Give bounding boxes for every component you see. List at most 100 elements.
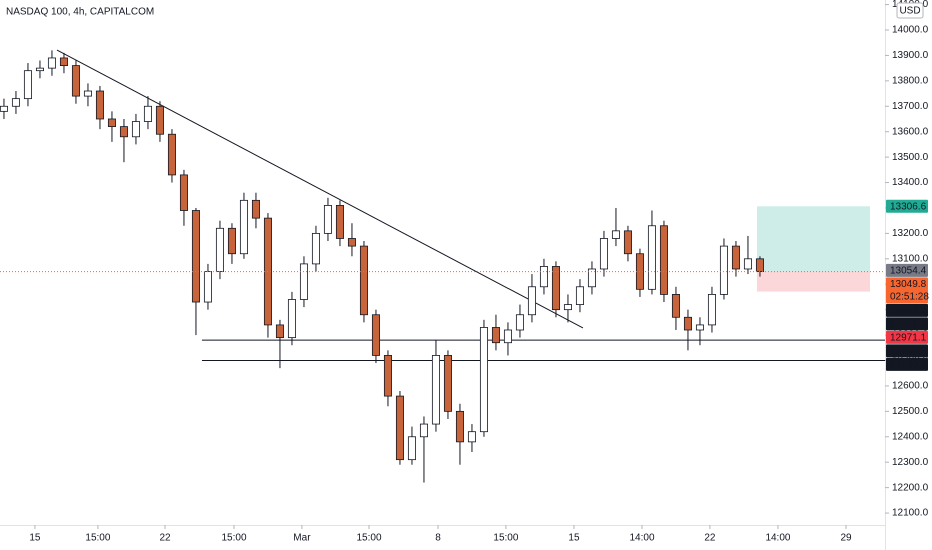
candle-body [347, 238, 356, 247]
candle-body [131, 121, 140, 138]
x-tick-label: 14:00 [765, 533, 790, 544]
plot-area [0, 49, 885, 483]
y-tick-label: 12300.0 [892, 457, 929, 468]
price-label: 13021.1 [890, 319, 927, 330]
y-tick-label: 13900.0 [892, 50, 929, 61]
currency-badge[interactable] [896, 2, 924, 19]
candle-body [599, 238, 608, 270]
candle-body [707, 294, 716, 326]
candle-body [563, 304, 572, 311]
x-tick-label: 15:00 [493, 533, 518, 544]
x-tick-label: 14:00 [629, 533, 654, 544]
candle-body [419, 423, 428, 438]
price-label-box [886, 277, 928, 304]
candle-body [683, 316, 692, 331]
candle-body [527, 286, 536, 316]
candle-body [35, 67, 44, 72]
x-tick-label: 15:00 [221, 533, 246, 544]
candle-body [539, 266, 548, 288]
y-tick-label: 12500.0 [892, 406, 929, 417]
candle-body [587, 268, 596, 288]
candle-body [479, 327, 488, 433]
candle-body [215, 227, 224, 272]
position-target-zone [756, 206, 870, 272]
candle-body [83, 90, 92, 97]
candle-body [659, 225, 668, 295]
candle-body [287, 299, 296, 339]
x-tick-label: 15:00 [85, 533, 110, 544]
candle-body [47, 57, 56, 69]
currency-label[interactable]: USD [899, 6, 920, 17]
candle-body [383, 355, 392, 397]
candle-body [503, 329, 512, 344]
candle-body [731, 245, 740, 270]
y-tick-label: 13200.0 [892, 228, 929, 239]
candle-body [107, 118, 116, 128]
candle-body [95, 90, 104, 120]
candle-body [59, 57, 68, 66]
candle-body [491, 327, 500, 344]
candle-body [371, 314, 380, 356]
y-tick-label: 12400.0 [892, 431, 929, 442]
chart-title: NASDAQ 100, 4h, CAPITALCOM [6, 7, 154, 18]
y-tick-label: 14000.0 [892, 25, 929, 36]
candle-body [551, 266, 560, 311]
candle-body [71, 65, 80, 97]
candle-body [755, 258, 764, 272]
x-tick-label: 22 [159, 533, 171, 544]
candle-body [167, 133, 176, 176]
y-tick-label: 12600.0 [892, 381, 929, 392]
candle-body [335, 205, 344, 239]
candle-body [575, 286, 584, 305]
x-tick-label: 15:00 [356, 533, 381, 544]
axes: 12100.0 12200.0 12300.0 12400.0 12500.0 12600… [29, 0, 929, 544]
trendline [56, 49, 584, 329]
candle-body [227, 227, 236, 255]
candle-body [191, 210, 200, 303]
x-tick-label: 22 [704, 533, 716, 544]
candle-body [395, 395, 404, 461]
y-tick-label: 13800.0 [892, 75, 929, 86]
position-stop-zone [756, 271, 870, 292]
y-tick-label: 13700.0 [892, 101, 929, 112]
y-tick-label: 13500.0 [892, 152, 929, 163]
x-tick-label: 8 [435, 533, 441, 544]
candle-body [323, 205, 332, 234]
y-tick-label: 12200.0 [892, 482, 929, 493]
candle-body [311, 232, 320, 265]
candle-body [623, 230, 632, 255]
candle-body [671, 294, 680, 318]
candle-body [515, 314, 524, 331]
y-tick-label: 13600.0 [892, 126, 929, 137]
price-label: 12700.0 [890, 360, 927, 371]
candle-body [455, 410, 464, 443]
price-label: 13054.4 [890, 266, 927, 277]
price-label: 13306.6 [890, 201, 927, 212]
x-tick-label: Mar [293, 533, 311, 544]
price-label: 12971.1 [890, 333, 927, 344]
x-tick-label: 15 [29, 533, 41, 544]
candle-body [695, 324, 704, 331]
x-tick-label: 29 [840, 533, 852, 544]
candle-body [743, 258, 752, 270]
price-label-box [886, 330, 928, 344]
y-tick-label: 13100.0 [892, 253, 929, 264]
candle-body [251, 199, 260, 219]
candle-body [155, 105, 164, 135]
candle-body [719, 245, 728, 295]
candle-body [11, 98, 20, 107]
candle-body [275, 324, 284, 339]
candle-body [0, 105, 8, 112]
candle-body [23, 70, 32, 100]
candle-body [239, 199, 248, 255]
price-label-box [886, 317, 928, 331]
price-label: 13049.8 [890, 279, 927, 290]
price-label-box [886, 263, 928, 277]
x-tick-label: 15 [568, 533, 580, 544]
y-tick-label: 13400.0 [892, 177, 929, 188]
price-label-box [886, 344, 928, 358]
price-label-box [886, 357, 928, 371]
price-label: 13048.2 [890, 306, 927, 317]
